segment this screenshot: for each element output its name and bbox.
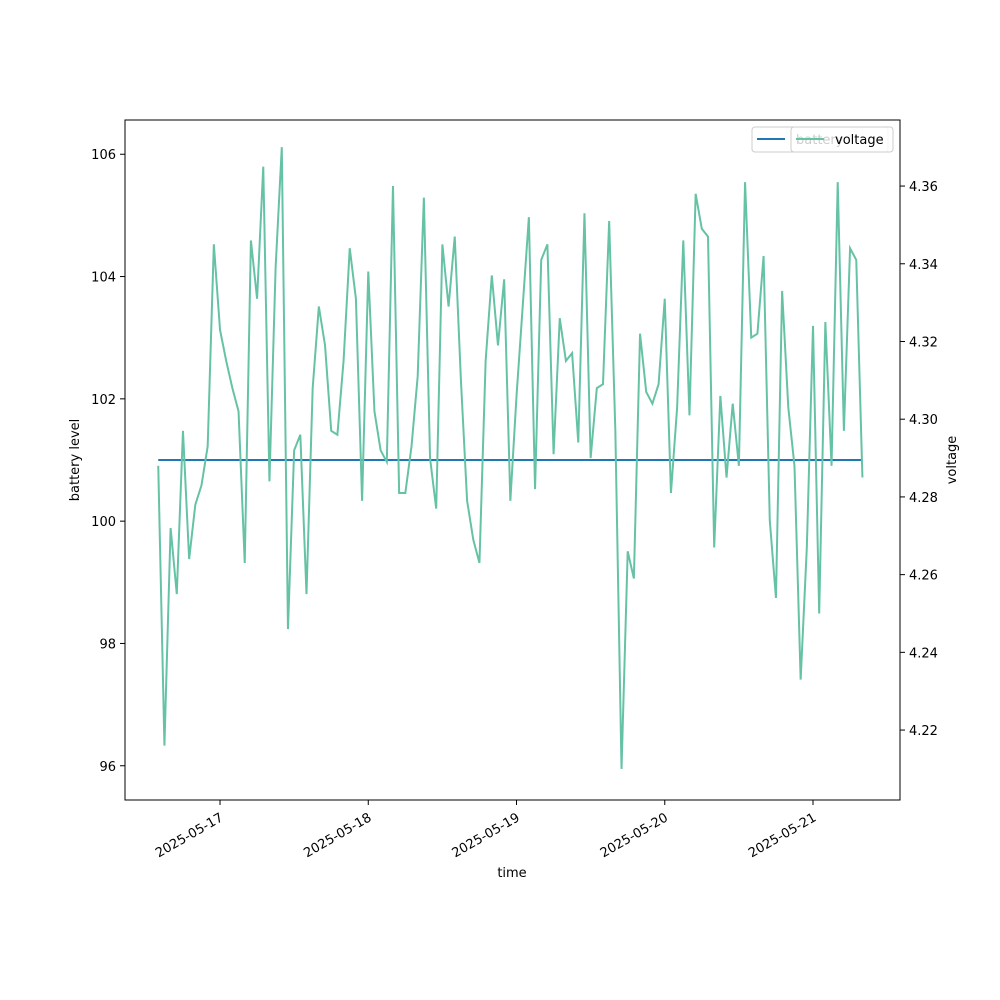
y-tick-label: 104 [91, 271, 116, 286]
y-tick-label: 100 [91, 515, 116, 530]
plot-frame [124, 119, 901, 801]
y-tick-label: 106 [91, 148, 116, 163]
y2-tick-label: 4.26 [909, 569, 938, 584]
y2-axis-label: voltage [945, 436, 960, 485]
y2-tick-label: 4.28 [909, 491, 938, 506]
y-axis-label: battery level [68, 419, 83, 502]
x-tick-label: 2025-05-21 [746, 810, 819, 861]
x-tick-label: 2025-05-19 [450, 810, 523, 861]
y-tick-label: 98 [99, 637, 116, 652]
x-axis-label: time [497, 866, 526, 881]
y2-tick-label: 4.34 [909, 258, 938, 273]
x-tick-label: 2025-05-18 [301, 810, 374, 861]
series-line [157, 147, 864, 769]
y2-tick-label: 4.36 [909, 180, 938, 195]
legend-label: voltage [835, 133, 884, 148]
y-tick-label: 96 [99, 760, 116, 775]
y2-tick-label: 4.24 [909, 646, 938, 661]
y2-tick-label: 4.32 [909, 335, 938, 350]
y2-tick-label: 4.30 [909, 413, 938, 428]
x-tick-label: 2025-05-17 [153, 810, 226, 861]
y2-tick-label: 4.22 [909, 724, 938, 739]
y-tick-label: 102 [91, 393, 116, 408]
legend-box [790, 126, 894, 153]
x-tick-label: 2025-05-20 [598, 810, 671, 861]
